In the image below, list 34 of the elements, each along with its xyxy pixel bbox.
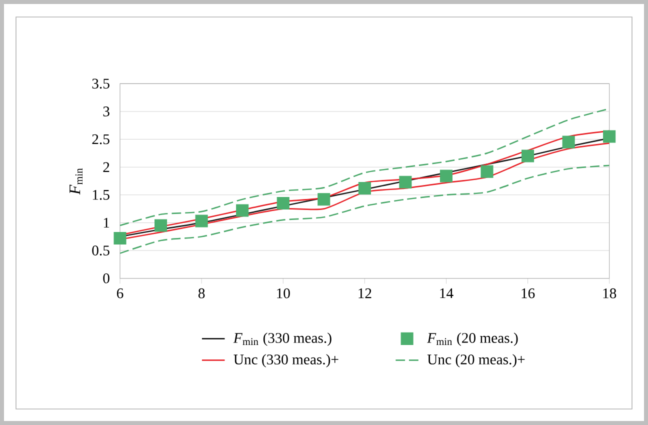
x-tick-label: 18 bbox=[603, 288, 616, 298]
point bbox=[603, 130, 616, 143]
point bbox=[562, 136, 575, 148]
legend-label: Unc (330 meas.)+ bbox=[234, 354, 338, 368]
x-tick-label: 12 bbox=[358, 288, 372, 298]
point bbox=[114, 232, 126, 245]
y-tick-label: 0.5 bbox=[92, 246, 110, 256]
legend-label: Unc (20 meas.)+ bbox=[427, 354, 525, 368]
point bbox=[358, 182, 371, 194]
x-tick-label: 16 bbox=[522, 288, 535, 298]
x-tick-label: 10 bbox=[277, 288, 290, 298]
x-tick-label: 6 bbox=[116, 288, 124, 298]
y-tick-label: 2.5 bbox=[92, 134, 110, 144]
x-tick-label: 8 bbox=[198, 288, 205, 298]
line-series bbox=[120, 164, 610, 254]
point bbox=[440, 170, 452, 182]
point bbox=[318, 193, 330, 206]
point bbox=[154, 219, 168, 232]
legend-label: F$_{min}$ (20 meas.) bbox=[427, 332, 518, 346]
legend-label: F$_{min}$ (330 meas.) bbox=[233, 332, 332, 346]
point bbox=[480, 165, 494, 178]
y-tick-label: 0 bbox=[103, 273, 110, 284]
y-tick-label: 3.5 bbox=[92, 78, 110, 89]
y-tick-label: 2 bbox=[103, 162, 110, 172]
point bbox=[522, 150, 534, 162]
x-tick-label: 14 bbox=[440, 288, 454, 298]
y-tick-label: 3 bbox=[103, 106, 110, 116]
point bbox=[276, 196, 290, 210]
point bbox=[236, 204, 249, 217]
y-axis-title: F$_{min}$ bbox=[70, 168, 82, 195]
y-tick-label: 1 bbox=[104, 218, 110, 228]
point bbox=[399, 176, 412, 188]
y-tick-label: 1.5 bbox=[92, 190, 110, 200]
point bbox=[195, 214, 208, 228]
